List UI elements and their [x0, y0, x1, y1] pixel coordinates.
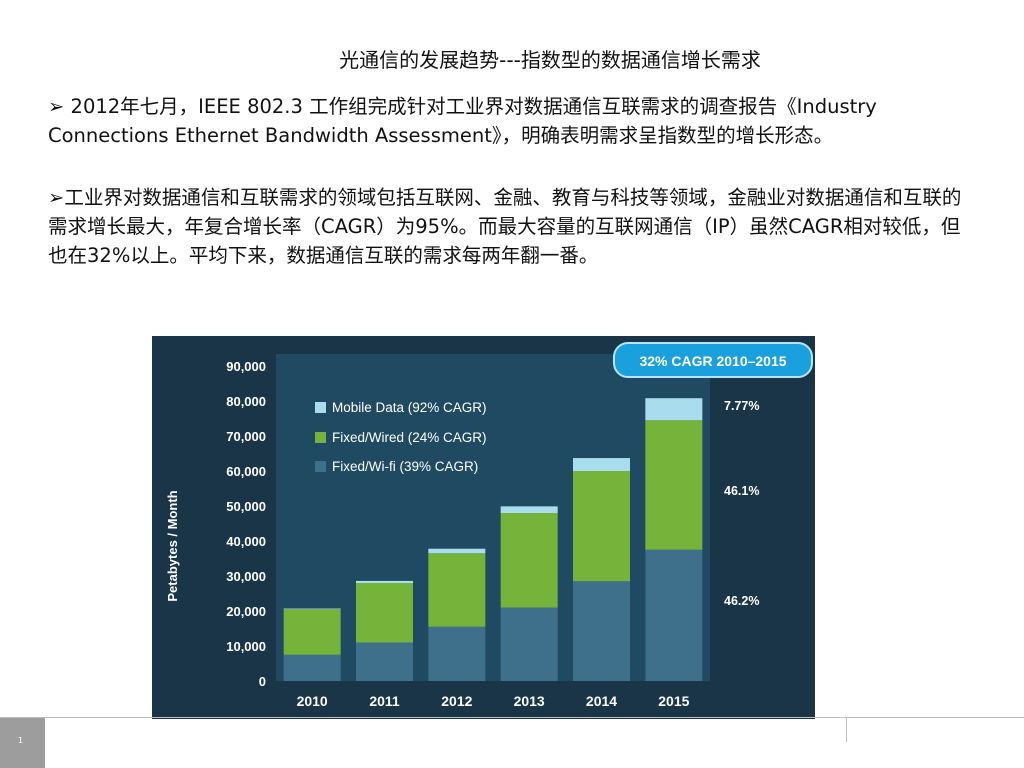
- page-number-box: [0, 718, 45, 768]
- cagr-badge-text: 32% CAGR 2010–2015: [639, 353, 786, 369]
- y-tick-label: 10,000: [226, 639, 266, 654]
- footer-divider-tick: [846, 717, 847, 742]
- bar-segment-mobile: [283, 608, 341, 610]
- bar-segment-wired: [645, 420, 703, 550]
- y-tick-label: 70,000: [226, 429, 266, 444]
- y-tick-label: 30,000: [226, 569, 266, 584]
- bar-segment-wired: [356, 583, 413, 643]
- bar-segment-wifi: [428, 626, 486, 681]
- legend-label: Fixed/Wired (24% CAGR): [332, 430, 487, 445]
- x-tick-label: 2015: [658, 693, 689, 709]
- y-axis-label: Petabytes / Month: [165, 490, 180, 601]
- bar-segment-wifi: [645, 549, 703, 681]
- cagr-badge: [613, 342, 813, 378]
- x-tick-label: 2014: [586, 693, 617, 709]
- bandwidth-chart-svg: 0 10,000 20,000 30,000 40,000 50,000 60,000 70,…: [165, 342, 813, 709]
- y-tick-label: 80,000: [226, 394, 266, 409]
- legend-swatch: [315, 461, 326, 472]
- bar-segment-mobile: [573, 458, 630, 471]
- bar-segment-mobile: [500, 506, 558, 513]
- bandwidth-chart: 0 10,000 20,000 30,000 40,000 50,000 60,000 70,…: [152, 336, 815, 719]
- y-tick-label: 0: [259, 674, 266, 689]
- bar-segment-wired: [428, 553, 486, 627]
- paragraph-ieee-report: ➢ 2012年七月，IEEE 802.3 工作组完成针对工业界对数据通信互联需求…: [48, 95, 877, 147]
- x-tick-label: 2012: [441, 693, 472, 709]
- bar-segment-wifi: [356, 642, 413, 681]
- y-tick-label: 90,000: [226, 359, 266, 374]
- y-tick-label: 40,000: [226, 534, 266, 549]
- bar-segment-wifi: [500, 607, 558, 681]
- x-tick-label: 2010: [297, 693, 328, 709]
- legend-swatch: [315, 402, 326, 413]
- footer-divider: [0, 717, 1024, 718]
- x-tick-label: 2011: [369, 693, 400, 709]
- slide-title: 光通信的发展趋势---指数型的数据通信增长需求: [339, 48, 761, 72]
- share-label: 7.77%: [724, 399, 759, 413]
- bar-segment-wired: [573, 471, 630, 582]
- bar-segment-wired: [500, 513, 558, 608]
- bar-segment-wired: [283, 609, 341, 655]
- legend-swatch: [315, 432, 326, 443]
- x-tick-label: 2013: [514, 693, 545, 709]
- legend-label: Mobile Data (92% CAGR): [332, 400, 487, 415]
- y-tick-label: 60,000: [226, 464, 266, 479]
- bar-segment-wifi: [283, 654, 341, 681]
- bar-segment-mobile: [356, 580, 413, 583]
- bar-segment-mobile: [428, 548, 486, 554]
- paragraph-industry-demand: ➢工业界对数据通信和互联需求的领域包括互联网、金融、教育与科技等领域，金融业对数…: [48, 186, 962, 267]
- y-tick-label: 50,000: [226, 499, 266, 514]
- share-label: 46.2%: [724, 594, 759, 608]
- plot-area: [276, 354, 710, 681]
- bar-segment-wifi: [573, 581, 630, 681]
- page-number: 1: [18, 736, 24, 745]
- y-tick-label: 20,000: [226, 604, 266, 619]
- legend-label: Fixed/Wi-fi (39% CAGR): [332, 459, 478, 474]
- share-label: 46.1%: [724, 484, 759, 498]
- bar-segment-mobile: [645, 398, 703, 421]
